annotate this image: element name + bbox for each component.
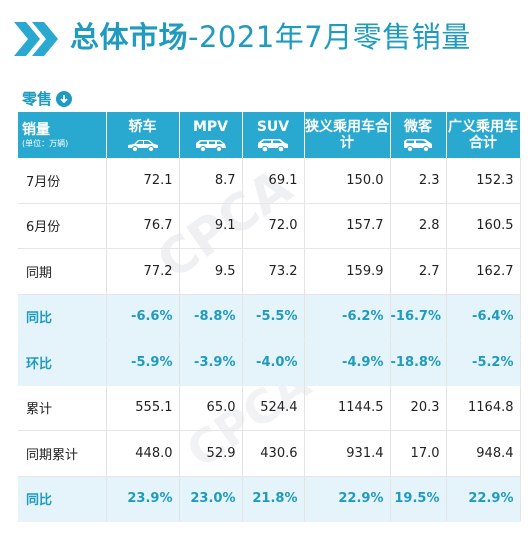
- table-row: 同比 -6.6% -8.8% -5.5% -6.2% -16.7% -6.4%: [18, 294, 521, 340]
- row-label: 同期累计: [18, 430, 107, 477]
- column-header: 轿车: [106, 112, 180, 158]
- table-cell: 2.7: [390, 248, 447, 295]
- table-cell: 76.7: [106, 203, 180, 249]
- double-chevron-icon: [14, 22, 58, 56]
- table-cell: 524.4: [242, 385, 305, 431]
- title-bar: 总体市场-2021年7月零售销量: [0, 0, 530, 84]
- table-cell: -6.4%: [446, 294, 521, 340]
- table-cell: 52.9: [179, 430, 243, 477]
- column-header-label: 微客: [404, 118, 432, 135]
- table-cell: 22.9%: [304, 476, 391, 522]
- table-cell: 72.0: [242, 203, 305, 249]
- table-cell: 9.1: [179, 203, 243, 249]
- page-title: 总体市场-2021年7月零售销量: [70, 14, 471, 56]
- table-cell: -6.2%: [304, 294, 391, 340]
- table-cell: -6.6%: [106, 294, 180, 340]
- table-cell: 162.7: [446, 248, 521, 295]
- table-cell: 555.1: [106, 385, 180, 431]
- suv-icon: [258, 138, 288, 152]
- table-cell: 23.9%: [106, 476, 180, 522]
- table-cell: 150.0: [304, 158, 391, 204]
- row-label: 累计: [18, 385, 107, 431]
- table-row: 6月份 76.7 9.1 72.0 157.7 2.8 160.5: [18, 203, 521, 249]
- corner-unit: (单位：万辆): [22, 138, 69, 148]
- table-cell: -18.8%: [390, 339, 447, 386]
- section-label: 零售: [22, 90, 53, 108]
- column-header: SUV: [242, 112, 305, 158]
- table-cell: 1164.8: [446, 385, 521, 431]
- mpv-icon: [195, 139, 226, 152]
- column-header-label: MPV: [192, 118, 229, 135]
- table-cell: 159.9: [304, 248, 391, 295]
- minivan-icon: [404, 138, 432, 152]
- table-corner-header: 销量 (单位：万辆): [18, 112, 107, 158]
- column-header-label: 广义乘用车合计: [448, 119, 518, 151]
- sales-table: 销量 (单位：万辆) 轿车 MPV: [18, 112, 521, 522]
- table-cell: -16.7%: [390, 294, 447, 340]
- table-cell: 152.3: [446, 158, 521, 204]
- table-cell: 21.8%: [242, 476, 305, 522]
- table-cell: 17.0: [390, 430, 447, 477]
- table-cell: -5.9%: [106, 339, 180, 386]
- table-cell: 19.5%: [390, 476, 447, 522]
- column-header: 微客: [390, 112, 447, 158]
- column-header-label: SUV: [256, 118, 290, 135]
- row-label: 环比: [18, 339, 107, 386]
- table-row: 环比 -5.9% -3.9% -4.0% -4.9% -18.8% -5.2%: [18, 339, 521, 386]
- table-cell: 1144.5: [304, 385, 391, 431]
- table-cell: -4.0%: [242, 339, 305, 386]
- table-cell: 72.1: [106, 158, 180, 204]
- title-bold: 总体市场: [70, 20, 189, 54]
- column-header: 狭义乘用车合计: [304, 112, 391, 158]
- title-rest: -2021年7月零售销量: [188, 20, 471, 54]
- column-header-label: 轿车: [128, 118, 157, 135]
- table-row: 7月份 72.1 8.7 69.1 150.0 2.3 152.3: [18, 158, 521, 204]
- row-label: 同比: [18, 476, 107, 522]
- section-heading: 零售: [22, 88, 73, 109]
- table-cell: 157.7: [304, 203, 391, 249]
- column-header-label: 狭义乘用车合计: [305, 119, 389, 151]
- table-cell: 20.3: [390, 385, 447, 431]
- row-label: 7月份: [18, 158, 107, 204]
- corner-title: 销量: [22, 121, 50, 138]
- column-header: 广义乘用车合计: [446, 112, 521, 158]
- table-cell: 448.0: [106, 430, 180, 477]
- table-cell: 160.5: [446, 203, 521, 249]
- table-cell: 2.8: [390, 203, 447, 249]
- table-cell: 2.3: [390, 158, 447, 204]
- table-cell: 73.2: [242, 248, 305, 295]
- table-cell: 948.4: [446, 430, 521, 477]
- column-header: MPV: [179, 112, 243, 158]
- row-label: 6月份: [18, 203, 107, 249]
- table-row: 累计 555.1 65.0 524.4 1144.5 20.3 1164.8: [18, 385, 521, 431]
- table-cell: 22.9%: [446, 476, 521, 522]
- sedan-icon: [127, 139, 158, 152]
- table-header-row: 销量 (单位：万辆) 轿车 MPV: [18, 112, 521, 158]
- table-cell: -4.9%: [304, 339, 391, 386]
- table-row: 同比 23.9% 23.0% 21.8% 22.9% 19.5% 22.9%: [18, 476, 521, 522]
- table-row: 同期 77.2 9.5 73.2 159.9 2.7 162.7: [18, 248, 521, 295]
- table-cell: 8.7: [179, 158, 243, 204]
- row-label: 同期: [18, 248, 107, 295]
- table-cell: -3.9%: [179, 339, 243, 386]
- table-cell: 931.4: [304, 430, 391, 477]
- table-cell: -5.5%: [242, 294, 305, 340]
- table-cell: 65.0: [179, 385, 243, 431]
- table-cell: 9.5: [179, 248, 243, 295]
- table-cell: 69.1: [242, 158, 305, 204]
- table-cell: 77.2: [106, 248, 180, 295]
- table-cell: 23.0%: [179, 476, 243, 522]
- table-cell: -5.2%: [446, 339, 521, 386]
- table-cell: 430.6: [242, 430, 305, 477]
- table-cell: -8.8%: [179, 294, 243, 340]
- row-label: 同比: [18, 294, 107, 340]
- arrow-down-circle-icon: [56, 90, 73, 107]
- table-row: 同期累计 448.0 52.9 430.6 931.4 17.0 948.4: [18, 430, 521, 477]
